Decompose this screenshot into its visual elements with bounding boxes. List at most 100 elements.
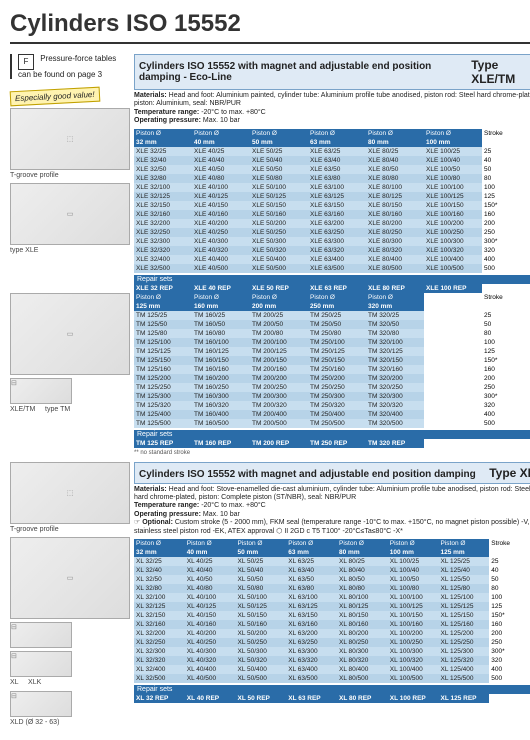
cell-part: TM 200/50 <box>250 320 308 329</box>
cell-part: TM 200/150 <box>250 356 308 365</box>
cell-stroke: 200 <box>482 219 530 228</box>
cell-part: TM 160/500 <box>192 419 250 428</box>
cell-part: XL 32/100 <box>134 593 185 602</box>
section-2-temp: -20°C to max. +80°C <box>201 502 266 509</box>
cell-stroke: 320 <box>482 401 530 410</box>
cell-stroke: 300* <box>482 237 530 246</box>
cell-part: XLE 40/150 <box>192 201 250 210</box>
section-2-row: ⬚ T-groove profile ▭ ⊟ ⊟ XL XLK ⊟ XLD (Ø… <box>10 462 530 730</box>
cell-part: XL 125/400 <box>439 665 490 674</box>
cell-part: XL 100/200 <box>388 629 439 638</box>
cell-part: TM 320/320 <box>366 401 424 410</box>
cell-part: TM 320/25 <box>366 311 424 320</box>
cell-part: XL 50/320 <box>236 656 287 665</box>
cell-part: TM 250/400 <box>308 410 366 419</box>
cell-part: TM 250/25 <box>308 311 366 320</box>
section-1b-row: ▭ ⊟ XLE/TM type TM Piston ØPiston ØPisto… <box>10 293 530 462</box>
repair-hdr-1a: Repair sets <box>134 275 530 284</box>
cell-part: XL 32/40 <box>134 566 185 575</box>
cell-part: XL 63/320 <box>286 656 337 665</box>
cell-part: XL 125/150 <box>439 611 490 620</box>
section-2-materials: Head and foot: Stove-enamelled die-cast … <box>134 486 530 501</box>
col-hdr-diam: 40 mm <box>192 138 250 147</box>
cell-part: XL 50/200 <box>236 629 287 638</box>
cell-stroke: 80 <box>482 329 530 338</box>
schematic-xl: ⊟ <box>10 622 72 648</box>
cell-part: XL 125/320 <box>439 656 490 665</box>
cell-part: XLE 50/500 <box>250 264 308 273</box>
cell-stroke: 100 <box>482 338 530 347</box>
cell-part: XLE 80/80 <box>366 174 424 183</box>
section-1-leftcol: F Pressure-force tables can be found on … <box>10 54 128 258</box>
repair-part: TM 125 REP <box>134 439 192 448</box>
caption-type-tm: type TM <box>45 406 70 413</box>
cell-stroke: 300* <box>489 647 530 656</box>
cell-part: TM 160/160 <box>192 365 250 374</box>
repair-part: XL 125 REP <box>439 694 490 703</box>
cell-part: XLE 80/100 <box>366 183 424 192</box>
cell-part: XL 40/320 <box>185 656 236 665</box>
cell-part: XL 40/40 <box>185 566 236 575</box>
cell-part: TM 250/50 <box>308 320 366 329</box>
cell-stroke: 150* <box>482 356 530 365</box>
cell-part: XLE 40/500 <box>192 264 250 273</box>
cell-part: XL 100/400 <box>388 665 439 674</box>
cell-stroke: 50 <box>489 575 530 584</box>
col-hdr-diam: 125 mm <box>134 302 192 311</box>
cell-part: TM 160/150 <box>192 356 250 365</box>
caption-t-groove-2: T-groove profile <box>10 526 128 533</box>
cell-stroke: 50 <box>482 165 530 174</box>
cell-part: XLE 40/300 <box>192 237 250 246</box>
cell-part: XLE 50/50 <box>250 165 308 174</box>
cell-part: XL 50/160 <box>236 620 287 629</box>
cell-part: TM 160/50 <box>192 320 250 329</box>
cell-part: XLE 40/400 <box>192 255 250 264</box>
cell-part: TM 250/320 <box>308 401 366 410</box>
cell-part: TM 160/320 <box>192 401 250 410</box>
repair-hdr-1b: Repair sets <box>134 430 530 439</box>
cell-stroke: 125 <box>482 192 530 201</box>
cell-part: XLE 80/200 <box>366 219 424 228</box>
cell-part: XL 125/25 <box>439 557 490 566</box>
cell-part: XLE 100/25 <box>424 147 482 156</box>
cell-stroke: 500 <box>482 264 530 273</box>
cell-stroke: 200 <box>489 629 530 638</box>
cell-stroke: 50 <box>482 320 530 329</box>
cell-part: TM 125/50 <box>134 320 192 329</box>
cell-part: XLE 100/250 <box>424 228 482 237</box>
cell-part: XL 80/150 <box>337 611 388 620</box>
section-2-optional: Custom stroke (5 - 2000 mm), FKM seal (t… <box>134 519 529 534</box>
col-hdr-piston: Piston Ø <box>192 293 250 302</box>
col-hdr-diam: 100 mm <box>388 548 439 557</box>
cell-part: TM 125/125 <box>134 347 192 356</box>
cell-part: TM 125/160 <box>134 365 192 374</box>
col-hdr-piston: Piston Ø <box>236 539 287 548</box>
cell-part: XLE 32/500 <box>134 264 192 273</box>
section-2-meta: Materials: Head and foot: Stove-enamelle… <box>134 486 530 536</box>
cell-part: TM 320/125 <box>366 347 424 356</box>
cell-part: TM 320/100 <box>366 338 424 347</box>
section-1-type: Type XLE/TM <box>471 58 530 86</box>
cell-part: XL 63/100 <box>286 593 337 602</box>
repair-hdr-2: Repair sets <box>134 685 530 694</box>
cell-stroke: 160 <box>482 365 530 374</box>
cell-part: XL 100/250 <box>388 638 439 647</box>
cell-part: TM 320/250 <box>366 383 424 392</box>
cell-part: XL 32/50 <box>134 575 185 584</box>
cell-part: XL 100/50 <box>388 575 439 584</box>
cell-part: XL 100/300 <box>388 647 439 656</box>
cell-part: XLE 50/125 <box>250 192 308 201</box>
cell-part: XL 80/80 <box>337 584 388 593</box>
cell-part: XL 125/250 <box>439 638 490 647</box>
product-image-tm: ▭ <box>10 293 130 375</box>
footnote-1: ** no standard stroke <box>134 450 530 456</box>
cell-part: XLE 32/50 <box>134 165 192 174</box>
repair-part: XL 63 REP <box>286 694 337 703</box>
cell-part: XLE 100/200 <box>424 219 482 228</box>
cell-part: XLE 100/320 <box>424 246 482 255</box>
col-hdr-diam: 80 mm <box>337 548 388 557</box>
cell-part: TM 320/400 <box>366 410 424 419</box>
cell-part: XLE 63/80 <box>308 174 366 183</box>
cell-part: TM 200/160 <box>250 365 308 374</box>
cell-part: XL 63/40 <box>286 566 337 575</box>
